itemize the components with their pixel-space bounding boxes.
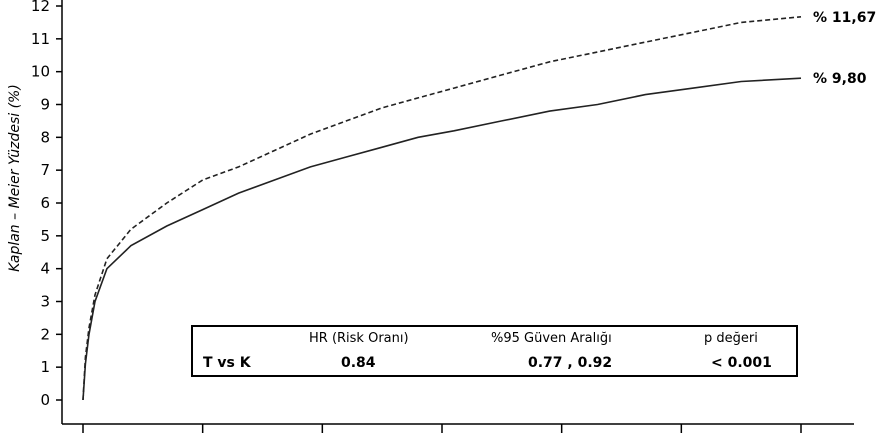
y-tick-label: 0	[40, 391, 50, 409]
y-tick-label: 10	[31, 63, 50, 81]
series-end-label-1: % 11,67	[813, 10, 876, 26]
y-tick-label: 12	[31, 0, 50, 15]
series-end-label-2: % 9,80	[813, 71, 867, 87]
y-tick-label: 2	[40, 325, 50, 343]
stats-table: HR (Risk Oranı) %95 Güven Aralığı p değe…	[191, 325, 798, 377]
y-tick-label: 1	[40, 358, 50, 376]
value-ci: 0.77 , 0.92	[528, 355, 613, 371]
header-ci: %95 Güven Aralığı	[491, 331, 612, 346]
series-group: % 11,67 % 9,80	[82, 10, 876, 401]
y-tick-label: 8	[40, 128, 50, 146]
y-tick-label: 4	[40, 260, 50, 278]
header-p: p değeri	[704, 331, 758, 346]
x-axis	[62, 423, 854, 433]
value-p: < 0.001	[711, 355, 772, 371]
y-tick-label: 11	[31, 30, 50, 48]
y-tick-label: 6	[40, 194, 50, 212]
header-hr: HR (Risk Oranı)	[309, 331, 409, 346]
value-hr: 0.84	[341, 355, 376, 371]
row-label: T vs K	[203, 355, 251, 371]
y-tick-label: 5	[40, 227, 50, 245]
y-tick-label: 7	[40, 161, 50, 179]
series-line-2	[82, 77, 802, 401]
y-tick-label: 3	[40, 293, 50, 311]
series-line-1	[82, 16, 802, 401]
y-tick-label: 9	[40, 96, 50, 114]
y-axis-label: Kaplan – Meier Yüzdesi (%)	[7, 84, 23, 272]
